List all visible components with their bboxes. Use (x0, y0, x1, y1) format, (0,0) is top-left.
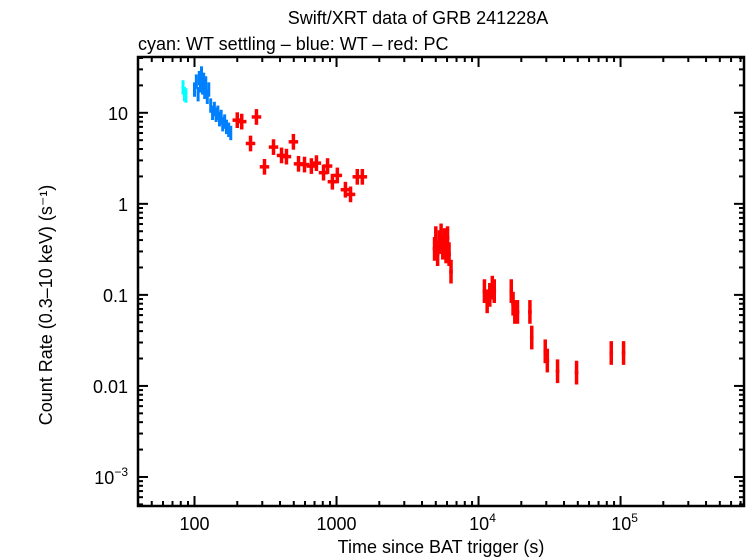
x-axis-label: Time since BAT trigger (s) (338, 537, 545, 557)
x-tick-label: 100 (179, 514, 209, 534)
data-point (447, 242, 451, 267)
chart-subtitle: cyan: WT settling – blue: WT – red: PC (138, 34, 448, 54)
y-tick-label: 0.1 (103, 286, 128, 306)
data-point (433, 226, 438, 251)
data-point (621, 341, 626, 365)
data-point (555, 359, 560, 384)
data-point (332, 167, 343, 184)
data-point (515, 300, 520, 324)
data-point (357, 168, 368, 185)
data-point (229, 125, 233, 141)
data-point (259, 158, 270, 175)
data-point (529, 325, 534, 350)
y-tick-label: 10−3 (94, 465, 128, 488)
x-tick-label: 105 (611, 511, 638, 534)
data-point (196, 86, 200, 102)
data-point (245, 135, 256, 152)
data-point (322, 158, 333, 174)
data-point (225, 119, 229, 135)
data-point (528, 300, 532, 324)
data-point (574, 360, 579, 385)
data-point (545, 348, 550, 373)
data-point (236, 113, 247, 130)
data-point (251, 109, 262, 125)
data-point (200, 66, 204, 81)
data-point (345, 186, 356, 203)
y-tick-label: 10 (108, 104, 128, 124)
chart-title: Swift/XRT data of GRB 241228A (288, 8, 548, 28)
data-point (509, 279, 514, 303)
data-point (449, 259, 453, 284)
x-tick-label: 1000 (317, 514, 357, 534)
data-point (207, 82, 211, 97)
data-point (193, 82, 197, 97)
data-point (492, 279, 497, 303)
data-point (311, 155, 322, 171)
data-point (340, 181, 351, 198)
data-point (204, 76, 208, 91)
y-tick-label: 1 (118, 195, 128, 215)
x-tick-label: 104 (469, 511, 496, 534)
data-point (194, 74, 198, 89)
data-point (435, 242, 440, 267)
data-point (327, 173, 338, 190)
data-point (306, 158, 317, 174)
data-point (288, 133, 299, 150)
data-point (268, 139, 279, 155)
data-point (281, 148, 292, 165)
y-axis-label: Count Rate (0.3–10 keV) (s⁻¹) (36, 185, 56, 426)
data-point (184, 88, 188, 103)
plot-frame (136, 55, 746, 508)
data-point (609, 341, 614, 365)
y-tick-label: 0.01 (93, 377, 128, 397)
